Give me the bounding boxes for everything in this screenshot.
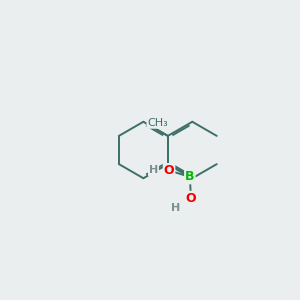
Text: O: O	[186, 192, 196, 205]
Text: B: B	[185, 170, 195, 183]
Text: CH₃: CH₃	[147, 118, 168, 128]
Text: H: H	[171, 203, 180, 213]
Text: H: H	[149, 166, 158, 176]
Text: O: O	[164, 164, 174, 177]
